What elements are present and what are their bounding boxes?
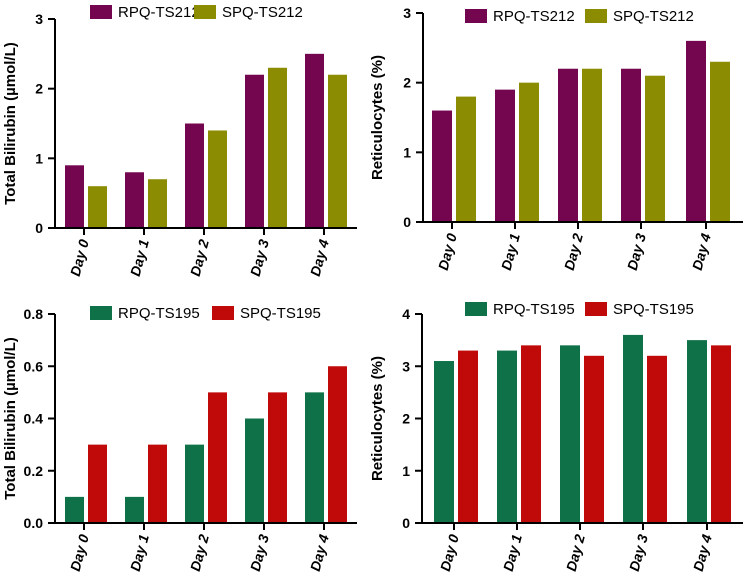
bar-spq-ts195-day-1 [521, 345, 541, 523]
bar-rpq-ts195-day-3 [623, 334, 643, 523]
bar-spq-ts212-day-1 [519, 82, 539, 223]
legend-swatch [194, 5, 216, 19]
bar-rpq-ts212-day-1 [125, 172, 144, 228]
y-tick-label: 0 [402, 515, 410, 531]
y-tick-label: 0.0 [24, 515, 44, 531]
bar-spq-ts195-day-3 [647, 355, 667, 523]
y-tick-label: 1 [402, 463, 410, 479]
y-tick-label: 0.4 [24, 411, 44, 427]
bar-spq-ts212-day-2 [582, 68, 602, 222]
legend-label: SPQ-TS212 [222, 4, 303, 21]
bar-spq-ts195-day-3 [268, 392, 287, 523]
legend-swatch [90, 306, 112, 320]
bar-rpq-ts195-day-1 [497, 350, 517, 523]
y-axis-label: Total Bilirubin (µmol/L) [2, 337, 19, 500]
legend-swatch [90, 5, 112, 19]
bar-spq-ts212-day-0 [88, 186, 107, 228]
legend-label: RPQ-TS195 [493, 301, 575, 318]
y-tick-label: 3 [35, 11, 43, 27]
y-tick-label: 0.2 [24, 463, 44, 479]
bar-rpq-ts195-day-3 [245, 418, 264, 523]
bar-rpq-ts212-day-4 [686, 40, 706, 222]
bar-spq-ts212-day-4 [710, 61, 730, 223]
bar-rpq-ts212-day-2 [558, 68, 578, 222]
y-tick-label: 0 [35, 220, 43, 236]
bar-spq-ts212-day-3 [268, 67, 287, 229]
legend-label: SPQ-TS195 [613, 301, 694, 318]
legend-label: RPQ-TS212 [493, 8, 575, 25]
legend-swatch [585, 302, 607, 316]
legend-swatch [212, 306, 234, 320]
bar-spq-ts195-day-4 [711, 345, 731, 523]
y-axis-label: Total Bilirubin (µmol/L) [2, 42, 19, 205]
bar-spq-ts212-day-3 [645, 75, 665, 222]
bar-spq-ts195-day-2 [208, 392, 227, 523]
y-tick-label: 3 [403, 5, 411, 21]
bar-rpq-ts212-day-1 [495, 89, 515, 222]
bar-spq-ts212-day-2 [208, 130, 227, 228]
legend-swatch [585, 9, 607, 23]
bar-spq-ts195-day-4 [328, 366, 347, 523]
bar-rpq-ts212-day-0 [432, 110, 452, 222]
y-axis-label: Reticulocytes (%) [369, 55, 386, 180]
bar-spq-ts195-day-0 [88, 444, 107, 523]
bar-rpq-ts212-day-3 [245, 74, 264, 228]
y-axis-label: Reticulocytes (%) [369, 356, 386, 481]
y-tick-label: 2 [403, 75, 411, 91]
bar-spq-ts212-day-4 [328, 74, 347, 228]
bar-spq-ts212-day-0 [456, 96, 476, 222]
bar-rpq-ts195-day-2 [185, 444, 204, 523]
bar-spq-ts195-day-1 [148, 444, 167, 523]
legend-label: RPQ-TS195 [118, 305, 200, 322]
y-tick-label: 2 [35, 81, 43, 97]
bar-rpq-ts195-day-1 [125, 496, 144, 523]
bar-spq-ts195-day-2 [584, 355, 604, 523]
bar-rpq-ts212-day-2 [185, 123, 204, 228]
legend-label: RPQ-TS212 [118, 4, 200, 21]
legend-swatch [465, 9, 487, 23]
legend-label: SPQ-TS212 [613, 8, 694, 25]
y-tick-label: 4 [402, 306, 410, 322]
bar-rpq-ts195-day-0 [65, 496, 84, 523]
y-tick-label: 0 [403, 214, 411, 230]
y-tick-label: 1 [35, 150, 43, 166]
legend-swatch [465, 302, 487, 316]
y-tick-label: 3 [402, 358, 410, 374]
bar-rpq-ts212-day-0 [65, 165, 84, 228]
legend-label: SPQ-TS195 [240, 305, 321, 322]
y-tick-label: 0.6 [24, 358, 44, 374]
y-tick-label: 0.8 [24, 306, 44, 322]
bar-spq-ts212-day-1 [148, 179, 167, 228]
bar-rpq-ts195-day-0 [434, 361, 454, 523]
y-tick-label: 2 [402, 411, 410, 427]
y-tick-label: 1 [403, 144, 411, 160]
bar-rpq-ts212-day-4 [305, 53, 324, 229]
bar-rpq-ts195-day-2 [560, 345, 580, 523]
bar-rpq-ts195-day-4 [687, 340, 707, 523]
bar-rpq-ts195-day-4 [305, 392, 324, 523]
bar-spq-ts195-day-0 [458, 350, 478, 523]
bar-rpq-ts212-day-3 [621, 68, 641, 222]
